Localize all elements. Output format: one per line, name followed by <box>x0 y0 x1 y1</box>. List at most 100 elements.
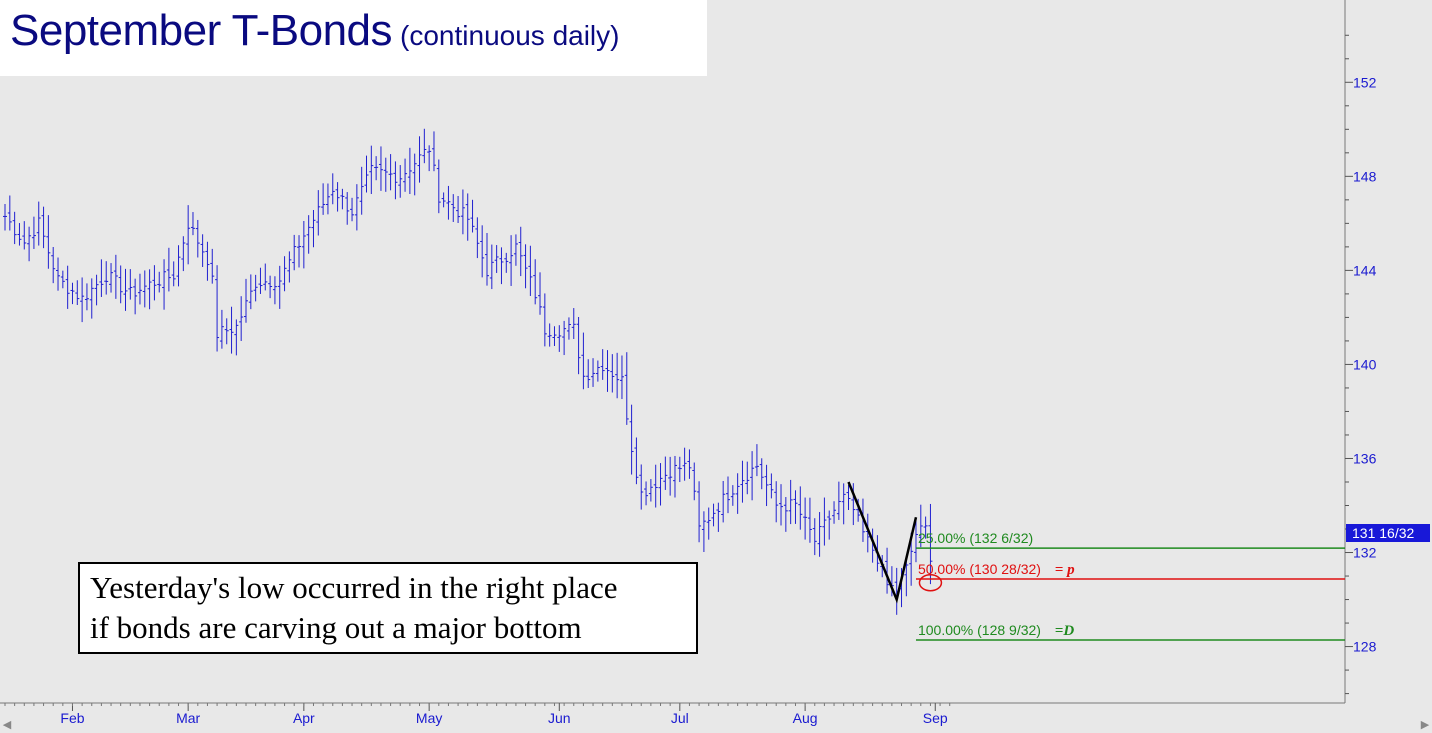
ohlc-bar <box>345 192 350 225</box>
ohlc-bar <box>807 497 812 543</box>
ohlc-bar <box>157 271 162 293</box>
x-month-label: Aug <box>793 710 818 726</box>
ohlc-bar <box>70 282 75 305</box>
ohlc-bar <box>369 145 374 195</box>
ohlc-bar <box>147 269 152 310</box>
ohlc-bar <box>494 245 499 273</box>
ohlc-bar <box>350 197 355 222</box>
ohlc-bar <box>595 360 600 382</box>
scroll-right-icon[interactable]: ▶ <box>1420 719 1430 731</box>
ohlc-bar <box>528 245 533 296</box>
ohlc-bar <box>431 131 436 172</box>
ohlc-bar <box>769 473 774 499</box>
ohlc-bar <box>301 221 306 269</box>
ohlc-bar <box>711 503 716 527</box>
ohlc-bar <box>817 512 822 557</box>
ohlc-bar <box>219 309 224 349</box>
ohlc-bar <box>716 502 721 532</box>
ohlc-bar <box>513 234 518 266</box>
x-month-label: Sep <box>923 710 948 726</box>
x-month-label: Feb <box>60 710 84 726</box>
annotation-box: Yesterday's low occurred in the right pl… <box>78 562 698 654</box>
ohlc-bar <box>306 215 311 254</box>
ohlc-bar <box>277 265 282 309</box>
x-month-label: Jun <box>548 710 571 726</box>
ohlc-bar <box>137 273 142 305</box>
ohlc-bar <box>779 484 784 526</box>
ohlc-bar <box>60 270 65 289</box>
ohlc-bar <box>36 201 41 246</box>
fib-suffix: = p <box>1055 562 1075 578</box>
ohlc-bar <box>41 206 46 249</box>
ohlc-bar <box>485 232 489 286</box>
ohlc-bar <box>3 204 7 231</box>
ohlc-bar <box>566 317 571 340</box>
ohlc-bar <box>190 212 195 236</box>
title-main-text: September T-Bonds <box>10 6 393 55</box>
ohlc-bar <box>677 456 682 483</box>
ohlc-bar <box>634 437 639 485</box>
ohlc-bar <box>56 257 61 291</box>
ohlc-bar <box>378 146 383 191</box>
fib-suffix: =D <box>1055 623 1075 639</box>
ohlc-bar <box>388 154 393 191</box>
y-tick-label: 140 <box>1353 356 1377 372</box>
fib-label: 50.00% (130 28/32) <box>918 561 1041 577</box>
ohlc-bar <box>648 479 653 502</box>
ohlc-bar <box>205 241 210 281</box>
ohlc-bar <box>359 166 364 215</box>
ohlc-bar <box>668 456 673 496</box>
ohlc-bar <box>65 265 70 309</box>
ohlc-bar <box>687 449 692 479</box>
ohlc-bar <box>123 268 128 311</box>
ohlc-bar <box>697 481 702 543</box>
ohlc-bar <box>292 234 297 271</box>
annotation-line-2: if bonds are carving out a major bottom <box>90 610 582 645</box>
ohlc-bar <box>128 269 133 300</box>
ohlc-bar <box>653 464 658 508</box>
ohlc-bar <box>17 223 22 246</box>
ohlc-bar <box>311 209 316 248</box>
ohlc-bar <box>186 205 191 265</box>
ohlc-bar <box>282 256 287 292</box>
x-axis: Feb Mar Apr May Jun Jul Aug Sep <box>4 703 951 726</box>
ohlc-bar <box>244 278 248 323</box>
ohlc-bar <box>364 155 369 193</box>
ohlc-bar <box>12 211 17 245</box>
ohlc-bar <box>263 263 268 291</box>
ohlc-bar <box>562 320 567 356</box>
ohlc-bar <box>383 157 388 192</box>
ohlc-bar <box>615 352 620 399</box>
ohlc-bar <box>451 194 456 222</box>
ohlc-bar <box>726 476 730 514</box>
ohlc-bar <box>793 490 798 524</box>
fib-label: 100.00% (128 9/32) <box>918 622 1041 638</box>
ohlc-bar <box>142 270 147 308</box>
ohlc-bar <box>417 136 422 183</box>
title-box: September T-Bonds (continuous daily) <box>0 0 707 76</box>
x-month-label: Apr <box>293 710 315 726</box>
ohlc-bar <box>658 463 663 506</box>
ohlc-bar <box>639 464 644 510</box>
ohlc-bar <box>788 479 793 525</box>
ohlc-bar <box>176 245 181 287</box>
ohlc-bar <box>460 189 465 235</box>
ohlc-bar <box>682 447 687 481</box>
ohlc-bar <box>456 196 461 224</box>
scroll-left-icon[interactable]: ◀ <box>2 719 12 731</box>
ohlc-bar <box>133 278 138 315</box>
ohlc-bar <box>407 147 412 195</box>
ohlc-bar <box>750 451 755 501</box>
chart-title: September T-Bonds (continuous daily) <box>10 6 619 56</box>
current-price-tag: 131 16/32 <box>1346 524 1430 542</box>
ohlc-bar <box>330 173 335 205</box>
ohlc-bar <box>509 235 514 286</box>
ohlc-bar <box>297 235 302 268</box>
ohlc-bar <box>547 323 552 347</box>
ohlc-bar <box>325 183 330 215</box>
ohlc-bar <box>80 277 85 323</box>
ohlc-bar <box>195 219 200 258</box>
ohlc-bar <box>740 460 745 503</box>
ohlc-bar <box>745 461 750 495</box>
ohlc-bar <box>99 259 104 297</box>
